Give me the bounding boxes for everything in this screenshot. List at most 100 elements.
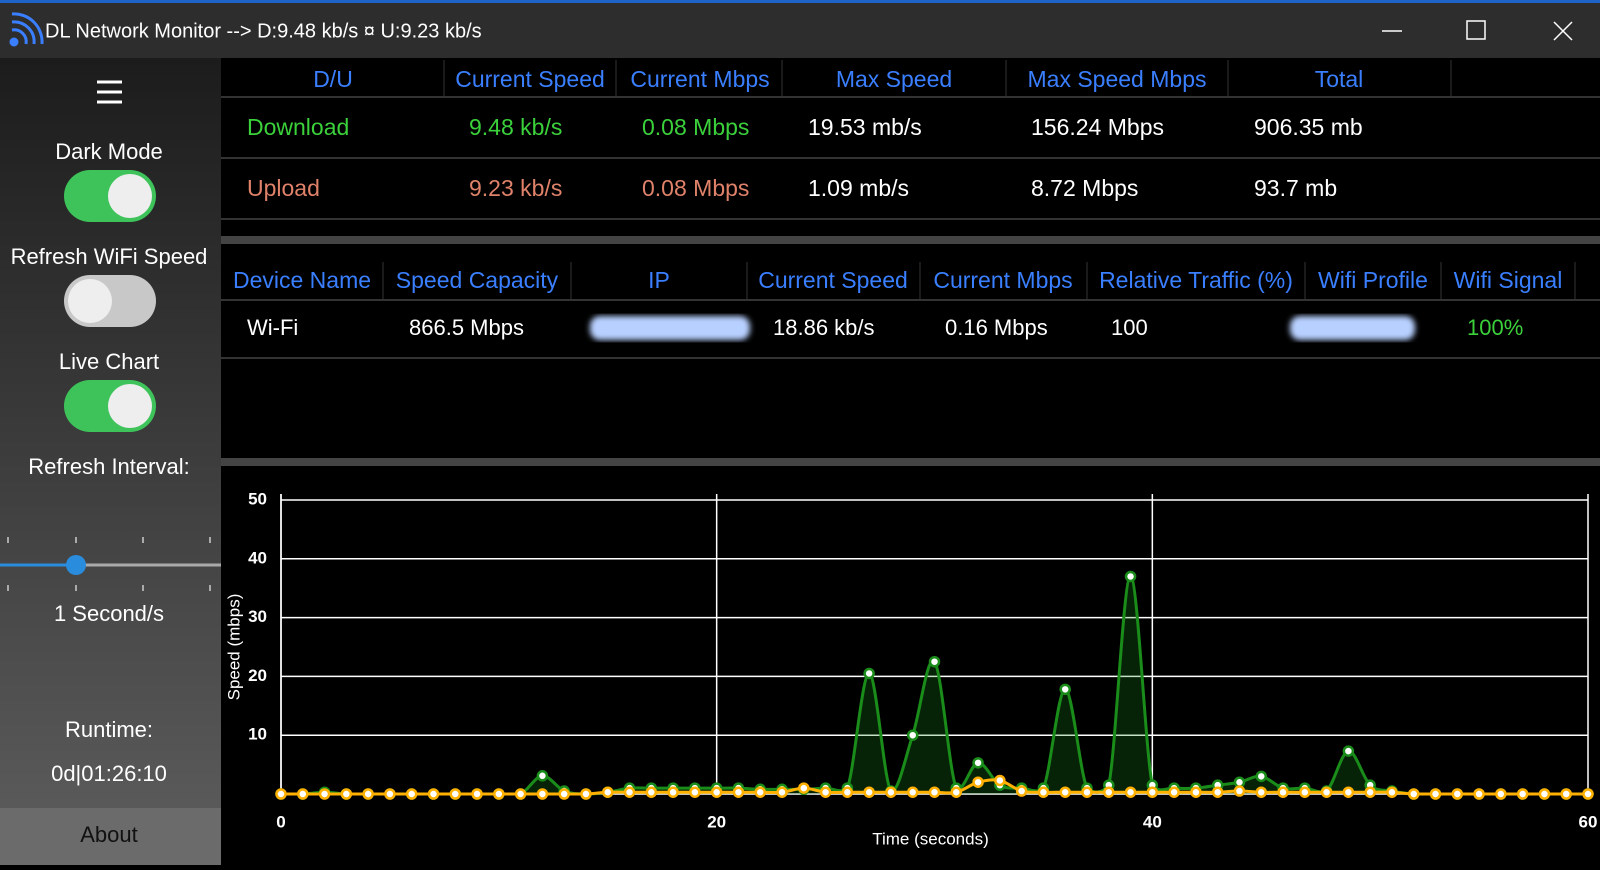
point bbox=[776, 786, 788, 798]
close-button[interactable] bbox=[1553, 21, 1573, 41]
point bbox=[972, 776, 984, 788]
table-cell: 100 bbox=[1111, 315, 1148, 340]
about-button[interactable] bbox=[0, 808, 221, 865]
title-bar bbox=[0, 0, 1600, 58]
point bbox=[1211, 786, 1224, 798]
dark-mode-label: Dark Mode bbox=[55, 139, 163, 164]
point bbox=[558, 788, 570, 800]
point bbox=[950, 786, 963, 798]
point bbox=[1255, 770, 1267, 783]
column-header: Total bbox=[1315, 66, 1364, 92]
point bbox=[275, 788, 287, 800]
point bbox=[1320, 786, 1333, 798]
point bbox=[536, 788, 549, 800]
x-axis-title: Time (seconds) bbox=[872, 829, 989, 848]
refresh-interval-label: Refresh Interval: bbox=[28, 454, 189, 479]
y-tick-label: 30 bbox=[248, 607, 267, 626]
point bbox=[514, 788, 527, 800]
refresh-wifi-toggle[interactable] bbox=[64, 275, 156, 327]
point bbox=[798, 782, 810, 794]
point bbox=[1081, 786, 1093, 798]
point bbox=[710, 786, 723, 798]
x-tick-label: 20 bbox=[707, 812, 726, 831]
y-axis-title: Speed (mbps) bbox=[224, 594, 243, 701]
point bbox=[645, 786, 658, 798]
point bbox=[972, 757, 984, 769]
accent-strip bbox=[0, 0, 1600, 3]
point bbox=[427, 788, 440, 800]
area bbox=[281, 576, 1588, 794]
column-header: Wifi Signal bbox=[1454, 267, 1563, 293]
table-cell: 9.23 kb/s bbox=[469, 175, 562, 201]
section-divider bbox=[221, 458, 1600, 466]
point bbox=[1516, 788, 1529, 800]
point bbox=[1124, 786, 1137, 798]
maximize-button[interactable] bbox=[1466, 20, 1486, 40]
point bbox=[362, 788, 374, 800]
y-tick-label: 40 bbox=[248, 548, 267, 567]
column-header: Relative Traffic (%) bbox=[1099, 267, 1293, 293]
column-header: Current Speed bbox=[758, 267, 908, 293]
point bbox=[580, 788, 592, 800]
point bbox=[1386, 786, 1398, 798]
point bbox=[1168, 786, 1180, 798]
column-header: Device Name bbox=[233, 267, 371, 293]
point bbox=[1582, 788, 1594, 800]
section-divider bbox=[221, 236, 1600, 244]
table-cell: 19.53 mb/s bbox=[808, 114, 922, 140]
table-cell: 1.09 mb/s bbox=[808, 175, 909, 201]
app-icon bbox=[9, 12, 44, 47]
point bbox=[754, 786, 766, 798]
column-header: Current Speed bbox=[455, 66, 605, 92]
point bbox=[994, 774, 1006, 787]
point bbox=[1124, 570, 1137, 583]
point bbox=[1277, 786, 1289, 798]
point bbox=[1299, 786, 1311, 798]
window-title: DL Network Monitor --> D:9.48 kb/s ¤ U:9… bbox=[45, 20, 482, 42]
table-cell: 0.16 Mbps bbox=[945, 315, 1048, 340]
interval-slider[interactable] bbox=[0, 537, 221, 591]
point bbox=[1407, 788, 1420, 800]
point bbox=[819, 786, 832, 798]
interval-value: 1 Second/s bbox=[54, 601, 164, 626]
dark-mode-toggle[interactable] bbox=[64, 170, 156, 222]
point bbox=[1037, 786, 1050, 798]
table-cell: 156.24 Mbps bbox=[1031, 114, 1164, 140]
point bbox=[1103, 786, 1115, 798]
point bbox=[689, 786, 701, 798]
table-cell: 866.5 Mbps bbox=[409, 315, 524, 340]
point bbox=[732, 786, 745, 798]
point bbox=[667, 786, 679, 798]
column-header: Max Speed bbox=[836, 66, 952, 92]
runtime-label: Runtime: bbox=[65, 717, 153, 742]
point bbox=[906, 786, 919, 798]
table-cell: 18.86 kb/s bbox=[773, 315, 875, 340]
point bbox=[1560, 788, 1572, 800]
point bbox=[1342, 786, 1355, 798]
point bbox=[318, 788, 331, 800]
point bbox=[471, 788, 483, 800]
point bbox=[841, 786, 854, 798]
column-header: Current Mbps bbox=[630, 66, 769, 92]
y-tick-label: 10 bbox=[248, 725, 267, 744]
x-tick-label: 60 bbox=[1579, 812, 1598, 831]
point bbox=[1059, 683, 1071, 696]
point bbox=[1429, 788, 1442, 800]
point bbox=[1255, 786, 1267, 798]
table-cell: 93.7 mb bbox=[1254, 175, 1337, 201]
table-cell: 100% bbox=[1467, 315, 1523, 340]
column-header: Speed Capacity bbox=[396, 267, 559, 293]
live-chart-toggle[interactable] bbox=[64, 380, 156, 432]
point bbox=[1364, 786, 1376, 798]
point bbox=[297, 788, 309, 800]
point bbox=[384, 788, 396, 800]
table-cell: Wi-Fi bbox=[247, 315, 298, 340]
column-header: Current Mbps bbox=[933, 267, 1072, 293]
about-label[interactable]: About bbox=[80, 822, 138, 847]
point bbox=[1233, 785, 1246, 797]
table-cell: 8.72 Mbps bbox=[1031, 175, 1138, 201]
x-tick-label: 40 bbox=[1143, 812, 1162, 831]
menu-button[interactable] bbox=[97, 80, 122, 104]
point bbox=[1342, 745, 1355, 757]
